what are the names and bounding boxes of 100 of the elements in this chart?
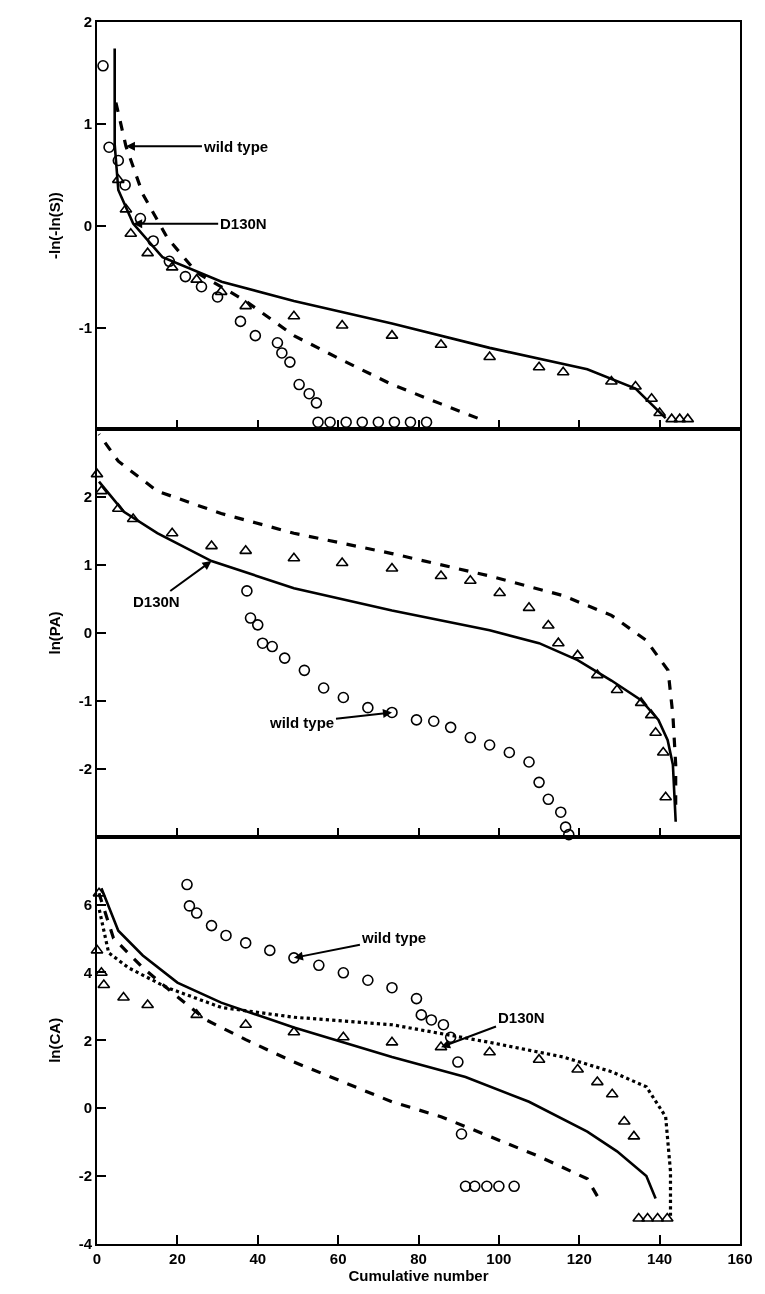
point bbox=[214, 286, 228, 296]
point bbox=[665, 413, 679, 423]
point bbox=[317, 682, 330, 694]
point bbox=[239, 545, 253, 555]
point bbox=[239, 300, 253, 310]
point bbox=[181, 878, 193, 891]
annotation: wild type bbox=[361, 929, 427, 946]
point bbox=[165, 261, 179, 271]
point bbox=[385, 562, 399, 572]
y-tick-label: 1 bbox=[83, 115, 92, 133]
point bbox=[239, 937, 252, 949]
point bbox=[452, 1056, 464, 1068]
point bbox=[556, 366, 570, 376]
point bbox=[523, 756, 535, 768]
point bbox=[434, 570, 448, 580]
point bbox=[434, 1041, 448, 1051]
point bbox=[112, 154, 125, 167]
x-tick-label: 80 bbox=[410, 1250, 427, 1267]
point bbox=[97, 59, 109, 72]
point bbox=[313, 959, 325, 972]
point bbox=[190, 1009, 204, 1019]
point bbox=[627, 1130, 641, 1140]
point bbox=[179, 270, 192, 283]
y-tick-label: 1 bbox=[83, 556, 92, 574]
point bbox=[437, 1018, 450, 1031]
point bbox=[111, 502, 125, 513]
point bbox=[183, 900, 196, 912]
point bbox=[617, 1115, 631, 1125]
point bbox=[571, 1063, 585, 1073]
point bbox=[163, 255, 176, 268]
y-tick-label: -2 bbox=[78, 1167, 92, 1185]
point bbox=[455, 1128, 468, 1140]
point bbox=[356, 416, 369, 428]
point bbox=[241, 585, 253, 597]
point bbox=[119, 179, 131, 191]
y-tick-label: 2 bbox=[83, 1031, 92, 1049]
point bbox=[362, 974, 374, 987]
point bbox=[645, 392, 659, 403]
x-tick-label: 120 bbox=[566, 1250, 592, 1267]
point bbox=[493, 587, 507, 597]
point bbox=[459, 1180, 472, 1193]
point bbox=[141, 247, 155, 257]
point bbox=[590, 669, 604, 679]
point bbox=[563, 828, 575, 841]
point bbox=[284, 356, 296, 368]
y-tick-label: 2 bbox=[83, 488, 92, 506]
point bbox=[124, 228, 138, 238]
point bbox=[532, 1053, 546, 1063]
y-axis-title: ln(CA) bbox=[46, 1017, 64, 1063]
point bbox=[312, 416, 324, 428]
point bbox=[385, 1036, 399, 1046]
point bbox=[103, 141, 115, 154]
point bbox=[681, 413, 695, 423]
point bbox=[288, 952, 300, 964]
y-tick-label: -1 bbox=[78, 692, 92, 710]
annotation: D130N bbox=[133, 593, 180, 610]
point bbox=[234, 315, 247, 328]
point bbox=[111, 174, 125, 184]
point bbox=[244, 612, 257, 624]
point bbox=[571, 649, 585, 659]
point bbox=[483, 351, 497, 361]
point bbox=[324, 416, 336, 428]
point bbox=[590, 1076, 604, 1086]
point bbox=[340, 416, 352, 428]
y-axis-title: ln(PA) bbox=[46, 611, 64, 655]
point bbox=[641, 1212, 655, 1222]
point bbox=[444, 1031, 457, 1044]
point bbox=[463, 574, 477, 585]
x-axis-title: Cumulative number bbox=[348, 1267, 489, 1284]
point bbox=[287, 1026, 301, 1036]
point bbox=[310, 397, 323, 409]
point bbox=[656, 746, 670, 756]
point bbox=[293, 378, 305, 391]
point bbox=[644, 709, 658, 719]
point bbox=[410, 714, 423, 726]
point bbox=[559, 821, 572, 833]
point bbox=[251, 619, 264, 631]
point bbox=[256, 637, 269, 649]
point bbox=[659, 791, 673, 801]
x-tick-label: 60 bbox=[329, 1250, 347, 1267]
point bbox=[195, 280, 208, 293]
y-tick-label: 0 bbox=[83, 216, 92, 234]
point bbox=[542, 793, 555, 806]
point bbox=[634, 697, 648, 707]
y-tick-label: 0 bbox=[83, 624, 92, 642]
y-tick-label: 2 bbox=[83, 13, 92, 31]
point bbox=[335, 557, 349, 567]
y-tick-label: 4 bbox=[83, 963, 93, 981]
point bbox=[388, 416, 401, 428]
point bbox=[610, 684, 624, 694]
point bbox=[147, 235, 160, 247]
point bbox=[427, 715, 440, 728]
point bbox=[483, 739, 496, 751]
y-tick-label: 0 bbox=[83, 1099, 92, 1117]
point bbox=[604, 375, 618, 385]
point bbox=[503, 746, 516, 759]
point bbox=[298, 664, 311, 677]
point bbox=[97, 979, 111, 989]
point bbox=[190, 273, 204, 283]
point bbox=[271, 336, 284, 349]
